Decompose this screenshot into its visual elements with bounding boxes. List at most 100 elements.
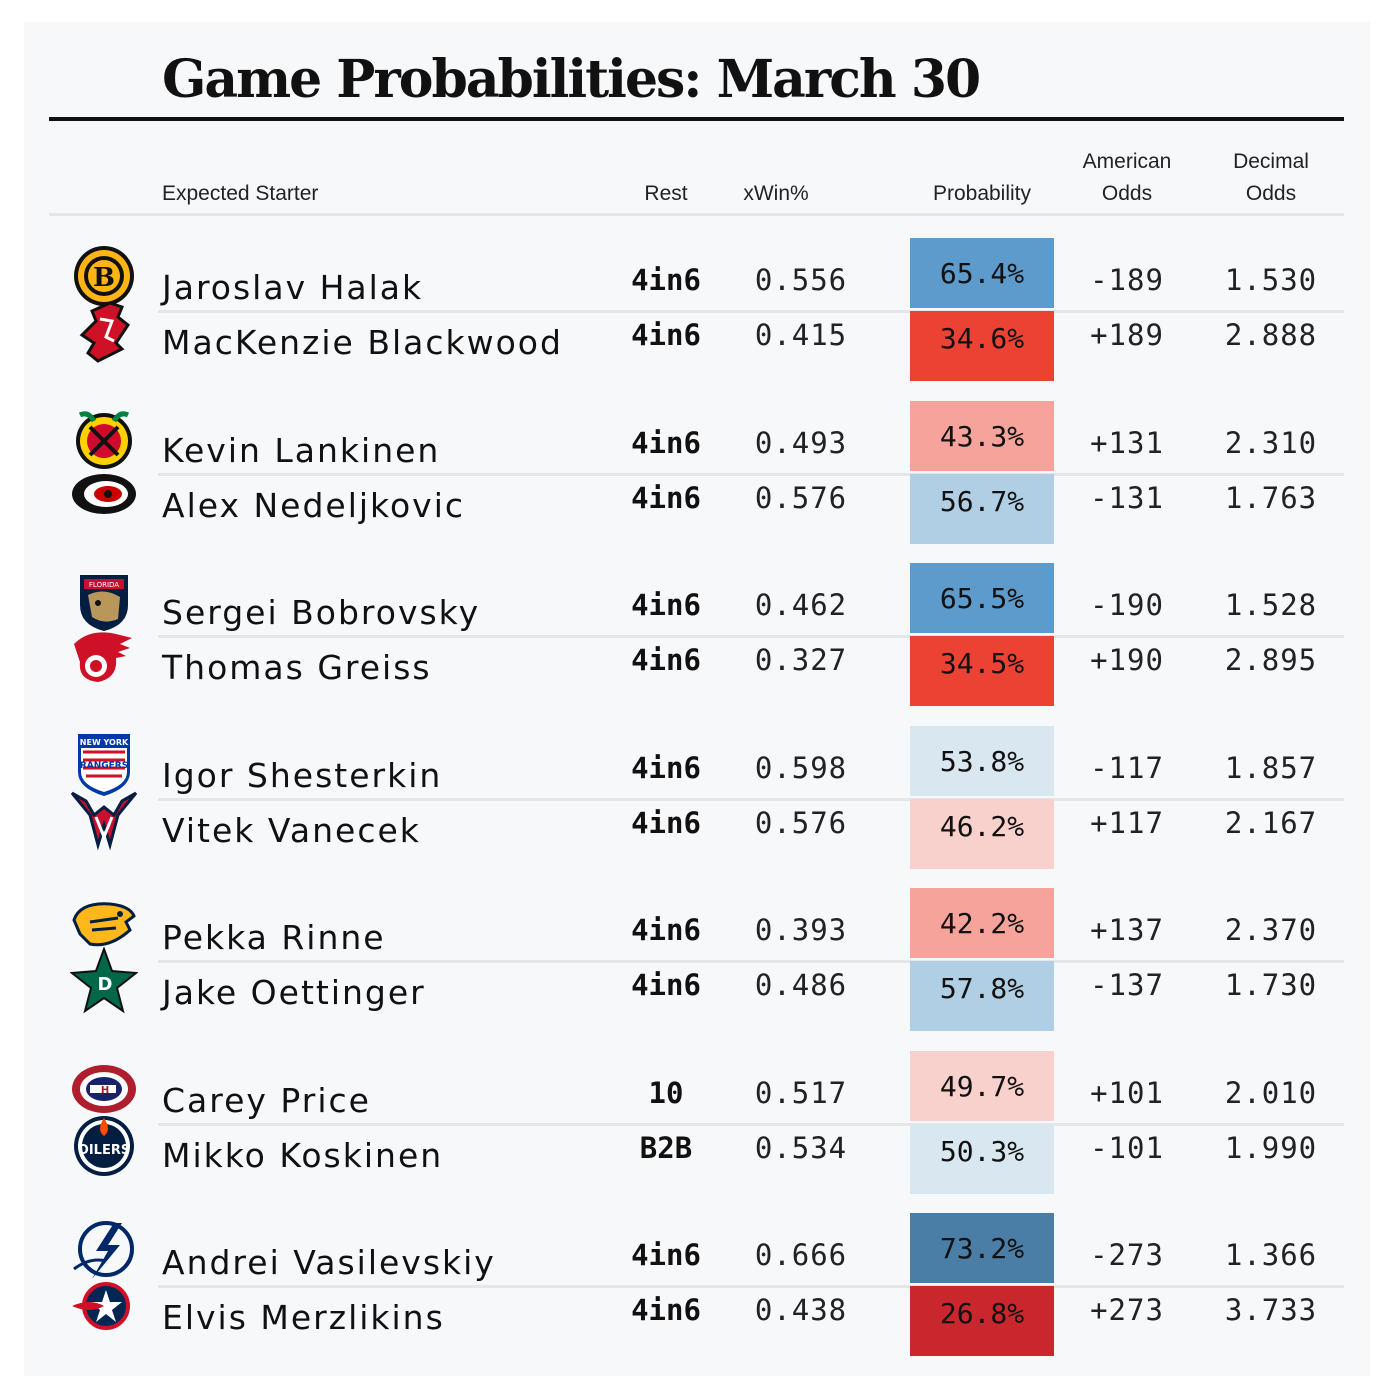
rest-value: 4in6 (631, 1293, 701, 1327)
bruins-logo: B (70, 242, 138, 310)
rest-value: 10 (648, 1075, 684, 1110)
capitals-logo (70, 785, 138, 853)
decimal-odds-value: 2.167 (1224, 805, 1318, 840)
column-header-probability: Probability (932, 182, 1032, 205)
american-odds-value: +190 (1090, 643, 1164, 677)
table-row: Vitek Vanecek 4in6 0.576 46.2% +117 2.167 (0, 783, 1394, 869)
decimal-odds-value: 2.888 (1224, 318, 1318, 352)
probability-cell: 34.6% (910, 311, 1054, 381)
decimal-odds-value: 1.530 (1224, 263, 1318, 297)
table-card (24, 22, 1370, 1376)
american-odds-value: +273 (1090, 1293, 1164, 1327)
starter-name: Pekka Rinne (162, 918, 386, 957)
panthers-logo: FLORIDA (70, 567, 138, 635)
table-row: OILERS Mikko Koskinen B2B 0.534 50.3% -101 1.9… (0, 1108, 1394, 1194)
red-wings-logo (70, 622, 138, 690)
probability-cell: 49.7% (910, 1050, 1054, 1121)
svg-text:D: D (98, 974, 113, 995)
rest-value: 4in6 (631, 968, 701, 1002)
xwin-value: 0.493 (754, 425, 848, 460)
column-header-xwin: xWin% (743, 182, 809, 205)
probability-cell: 65.4% (910, 238, 1054, 308)
american-odds-value: +101 (1090, 1075, 1164, 1110)
american-odds-value: +117 (1090, 805, 1164, 840)
probability-cell: 46.2% (910, 798, 1054, 869)
oilers-logo: OILERS (70, 1110, 138, 1178)
lightning-logo (70, 1217, 138, 1285)
american-odds-value: -131 (1090, 480, 1164, 515)
table-row: D Jake Oettinger 4in6 0.486 57.8% -137 1.730 (0, 945, 1394, 1031)
probability-cell: 73.2% (910, 1213, 1054, 1283)
column-header-american-line1: American (1082, 150, 1172, 173)
svg-text:B: B (93, 263, 115, 293)
decimal-odds-value: 1.528 (1224, 588, 1318, 622)
xwin-value: 0.517 (754, 1075, 848, 1110)
xwin-value: 0.534 (754, 1130, 848, 1165)
rangers-logo: NEW YORK RANGERS (70, 730, 138, 798)
table-row: B Jaroslav Halak 4in6 0.556 65.4% -189 1.530 (0, 238, 1394, 308)
starter-name: Mikko Koskinen (162, 1135, 444, 1175)
probability-cell: 65.5% (910, 563, 1054, 633)
starter-name: Jaroslav Halak (162, 268, 424, 307)
column-header-american-line2: Odds (1101, 182, 1153, 205)
decimal-odds-value: 1.763 (1224, 480, 1318, 515)
probability-cell: 50.3% (910, 1123, 1054, 1194)
xwin-value: 0.576 (754, 805, 848, 840)
table-row: Elvis Merzlikins 4in6 0.438 26.8% +273 3.733 (0, 1270, 1394, 1356)
rest-value: 4in6 (631, 318, 701, 352)
xwin-value: 0.462 (754, 588, 848, 622)
rest-value: 4in6 (631, 588, 701, 622)
rest-value: 4in6 (631, 480, 701, 515)
column-header-rest: Rest (644, 182, 688, 205)
xwin-value: 0.393 (754, 913, 848, 947)
starter-name: Igor Shesterkin (162, 755, 443, 795)
decimal-odds-value: 2.310 (1224, 425, 1318, 460)
starter-name: Carey Price (162, 1080, 371, 1120)
column-header-starter: Expected Starter (162, 182, 319, 205)
american-odds-value: +137 (1090, 913, 1164, 947)
decimal-odds-value: 1.990 (1224, 1130, 1318, 1165)
row-divider (158, 960, 1344, 963)
starter-name: MacKenzie Blackwood (162, 323, 563, 362)
starter-name: Alex Nedeljkovic (162, 485, 466, 525)
rest-value: 4in6 (631, 1238, 701, 1272)
xwin-value: 0.438 (754, 1293, 848, 1327)
american-odds-value: -189 (1090, 263, 1164, 297)
table-row: H Carey Price 10 0.517 49.7% +101 2.010 (0, 1050, 1394, 1121)
xwin-value: 0.598 (754, 750, 848, 785)
header-divider (49, 213, 1344, 216)
column-header-decimal-line1: Decimal (1233, 150, 1309, 173)
rest-value: B2B (639, 1130, 693, 1165)
rest-value: 4in6 (631, 805, 701, 840)
svg-text:OILERS: OILERS (78, 1143, 130, 1158)
table-row: Pekka Rinne 4in6 0.393 42.2% +137 2.370 (0, 888, 1394, 958)
decimal-odds-value: 1.366 (1224, 1238, 1318, 1272)
svg-text:H: H (101, 1085, 109, 1096)
probability-cell: 26.8% (910, 1286, 1054, 1356)
xwin-value: 0.556 (754, 263, 848, 297)
starter-name: Thomas Greiss (162, 648, 432, 687)
row-divider (158, 1285, 1344, 1288)
blue-jackets-logo (70, 1272, 138, 1340)
row-divider (158, 635, 1344, 638)
american-odds-value: +189 (1090, 318, 1164, 352)
decimal-odds-value: 2.010 (1224, 1075, 1318, 1110)
rest-value: 4in6 (631, 913, 701, 947)
table-row: Alex Nedeljkovic 4in6 0.576 56.7% -131 1.763 (0, 458, 1394, 544)
table-row: FLORIDA Sergei Bobrovsky 4in6 0.462 65.5% -19… (0, 563, 1394, 633)
american-odds-value: -137 (1090, 968, 1164, 1002)
rest-value: 4in6 (631, 750, 701, 785)
starter-name: Andrei Vasilevskiy (162, 1243, 496, 1282)
svg-text:FLORIDA: FLORIDA (89, 581, 119, 589)
stars-logo: D (69, 946, 139, 1015)
decimal-odds-value: 2.895 (1224, 643, 1318, 677)
xwin-value: 0.415 (754, 318, 848, 352)
decimal-odds-value: 3.733 (1224, 1293, 1318, 1327)
american-odds-value: -101 (1090, 1130, 1164, 1165)
canadiens-logo: H (70, 1055, 138, 1123)
rest-value: 4in6 (631, 643, 701, 677)
decimal-odds-value: 1.730 (1224, 968, 1318, 1002)
column-header-decimal-line2: Odds (1245, 182, 1297, 205)
row-divider (158, 1122, 1344, 1126)
